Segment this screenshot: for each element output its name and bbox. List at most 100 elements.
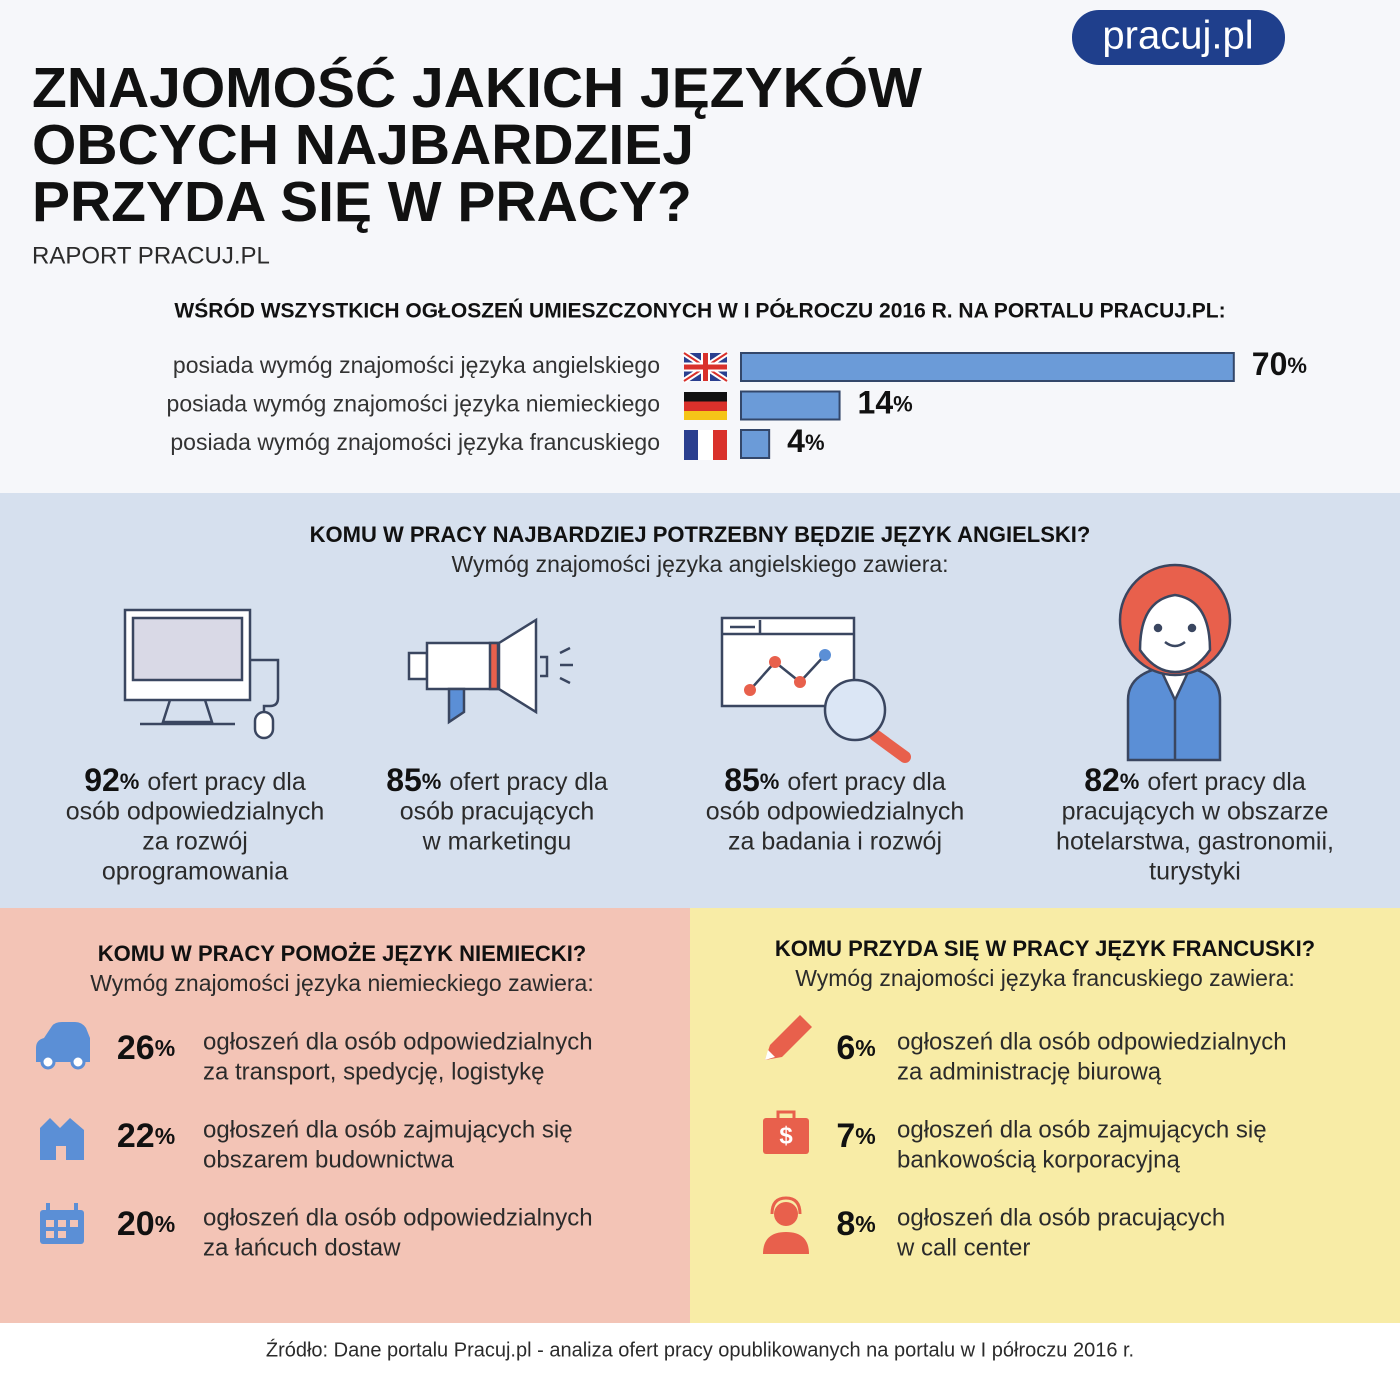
- text-part: 7: [836, 1117, 855, 1155]
- text-part: %: [855, 1123, 875, 1149]
- text-part: %: [855, 1211, 875, 1237]
- french-stat-value: 8%: [836, 1205, 875, 1243]
- bar-label: posiada wymóg znajomości języka angielsk…: [173, 352, 660, 378]
- bar: [740, 390, 841, 421]
- text-part: %: [155, 1123, 175, 1149]
- icon-pencil: [765, 1015, 812, 1060]
- text-part: ofert pracy dla: [1147, 768, 1306, 796]
- german-stat-line: ogłoszeń dla osób odpowiedzialnych: [203, 1028, 593, 1055]
- icon-money: $: [763, 1110, 809, 1154]
- german-subheading: Wymóg znajomości języka niemieckiego zaw…: [90, 970, 593, 996]
- text-part: %: [1120, 769, 1140, 794]
- text-part: 85: [724, 762, 760, 798]
- flag-fr: [684, 430, 727, 460]
- english-stat: 85% ofert pracy dla: [724, 762, 946, 798]
- bar-label: posiada wymóg znajomości języka niemieck…: [167, 391, 660, 417]
- icon-person: [1118, 563, 1232, 762]
- text-part: 92: [84, 762, 120, 798]
- german-stat-line: za transport, spedycję, logistykę: [203, 1058, 545, 1085]
- text-part: 70: [1252, 346, 1288, 382]
- german-stat-line: ogłoszeń dla osób odpowiedzialnych: [203, 1204, 593, 1231]
- french-stat-line: ogłoszeń dla osób zajmujących się: [897, 1116, 1267, 1143]
- english-stat-line: oprogramowania: [102, 858, 288, 886]
- icon-megaphone: [407, 617, 573, 725]
- text-part: %: [155, 1035, 175, 1061]
- icon-computer: [123, 608, 280, 740]
- french-stat-line: bankowością korporacyjną: [897, 1146, 1180, 1173]
- text-part: 8: [836, 1205, 855, 1243]
- french-subheading: Wymóg znajomości języka francuskiego zaw…: [795, 965, 1295, 991]
- german-stat-line: za łańcuch dostaw: [203, 1234, 401, 1261]
- title-line: OBCYCH NAJBARDZIEJ: [32, 113, 694, 177]
- french-stat-line: ogłoszeń dla osób odpowiedzialnych: [897, 1028, 1287, 1055]
- german-stat-value: 20%: [117, 1205, 175, 1243]
- english-stat-line: hotelarstwa, gastronomii,: [1056, 828, 1334, 856]
- text-part: 20: [117, 1205, 155, 1243]
- text-part: 22: [117, 1117, 155, 1155]
- bar: [740, 429, 771, 459]
- english-stat-line: osób odpowiedzialnych: [706, 798, 965, 826]
- icon-car: [36, 1022, 90, 1070]
- title-line: ZNAJOMOŚĆ JAKICH JĘZYKÓW: [32, 56, 922, 120]
- icon-calendar: [40, 1203, 84, 1244]
- german-stat-line: obszarem budownictwa: [203, 1146, 454, 1173]
- english-stat-line: osób odpowiedzialnych: [66, 798, 325, 826]
- french-heading: KOMU PRZYDA SIĘ W PRACY JĘZYK FRANCUSKI?: [775, 936, 1315, 961]
- english-stat: 85% ofert pracy dla: [386, 762, 608, 798]
- text-part: %: [893, 391, 913, 416]
- text-part: 6: [836, 1029, 855, 1067]
- icon-analytics: [720, 616, 911, 763]
- text-part: %: [155, 1211, 175, 1237]
- source: Źródło: Dane portalu Pracuj.pl - analiza…: [266, 1338, 1134, 1361]
- logo-pill: [1072, 10, 1285, 65]
- text-part: %: [760, 769, 780, 794]
- text-part: %: [855, 1035, 875, 1061]
- english-stat-line: pracujących w obszarze: [1062, 798, 1329, 826]
- icon-headset: [763, 1196, 809, 1254]
- german-stat-line: ogłoszeń dla osób zajmujących się: [203, 1116, 573, 1143]
- subtitle: RAPORT PRACUJ.PL: [32, 242, 270, 269]
- french-stat-line: za administrację biurową: [897, 1058, 1162, 1085]
- icon-buildings: [40, 1118, 84, 1160]
- text-part: 26: [117, 1029, 155, 1067]
- english-stat: 82% ofert pracy dla: [1084, 762, 1306, 798]
- english-subheading: Wymóg znajomości języka angielskiego zaw…: [451, 551, 948, 577]
- french-stat-value: 6%: [836, 1029, 875, 1067]
- logo: pracuj.pl: [1102, 14, 1253, 58]
- flag-de: [684, 392, 727, 420]
- bar-label: posiada wymóg znajomości języka francusk…: [170, 429, 660, 455]
- english-stat-line: osób pracujących: [400, 798, 595, 826]
- bar-value-label: 14%: [858, 385, 913, 421]
- text-part: 4: [787, 423, 805, 459]
- text-part: %: [422, 769, 442, 794]
- bar-value-label: 4%: [787, 423, 824, 459]
- footer-background: [0, 1323, 1400, 1400]
- text-part: 85: [386, 762, 422, 798]
- french-stat-value: 7%: [836, 1117, 875, 1155]
- english-stat-line: turystyki: [1149, 858, 1241, 886]
- german-background: [0, 908, 690, 1323]
- icon-glyph: $: [779, 1122, 793, 1149]
- text-part: %: [120, 769, 140, 794]
- bar: [740, 352, 1235, 382]
- overview-heading: WŚRÓD WSZYSTKICH OGŁOSZEŃ UMIESZCZONYCH …: [174, 299, 1225, 323]
- french-stat-line: ogłoszeń dla osób pracujących: [897, 1204, 1225, 1231]
- text-part: 14: [858, 385, 894, 421]
- english-heading: KOMU W PRACY NAJBARDZIEJ POTRZEBNY BĘDZI…: [310, 522, 1091, 547]
- german-heading: KOMU W PRACY POMOŻE JĘZYK NIEMIECKI?: [98, 941, 587, 966]
- english-stat: 92% ofert pracy dla: [84, 762, 306, 798]
- text-part: ofert pracy dla: [449, 768, 608, 796]
- german-stat-value: 22%: [117, 1117, 175, 1155]
- text-part: ofert pracy dla: [787, 768, 946, 796]
- flag-uk: [682, 350, 729, 384]
- text-part: ofert pracy dla: [147, 768, 306, 796]
- text-part: 82: [1084, 762, 1120, 798]
- text-part: %: [805, 430, 825, 455]
- german-stat-value: 26%: [117, 1029, 175, 1067]
- bar-value-label: 70%: [1252, 346, 1307, 382]
- english-stat-line: za rozwój: [142, 828, 248, 856]
- english-stat-line: za badania i rozwój: [728, 828, 942, 856]
- text-part: %: [1287, 353, 1307, 378]
